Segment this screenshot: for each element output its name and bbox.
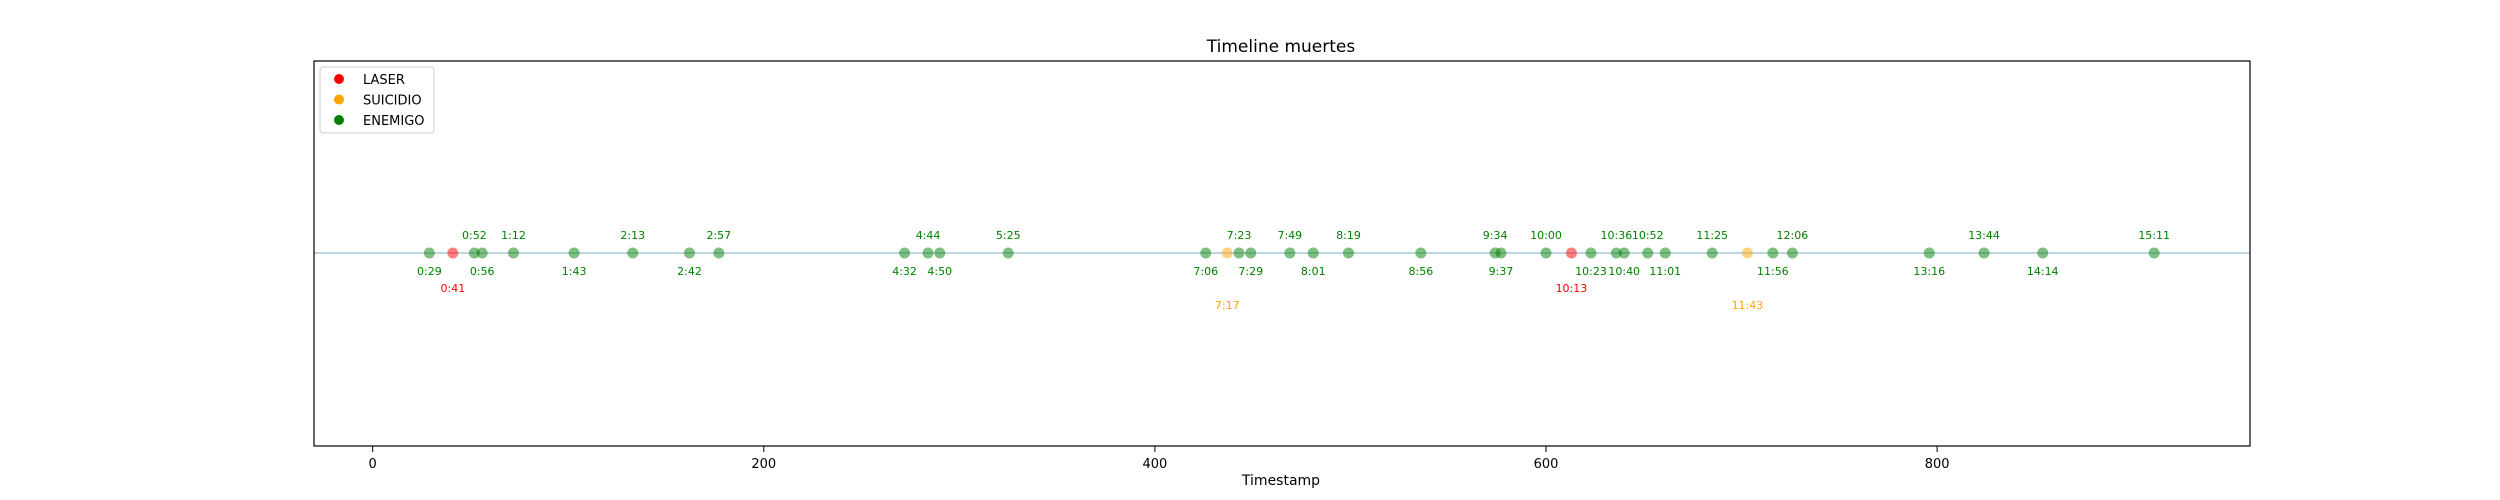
legend-marker [334, 74, 344, 84]
data-point [1540, 247, 1552, 259]
data-label: 11:01 [1649, 265, 1681, 278]
data-point [1618, 247, 1630, 259]
data-point [1585, 247, 1597, 259]
legend-label: LASER [363, 73, 405, 88]
data-point [1706, 247, 1718, 259]
data-point [507, 247, 519, 259]
data-point [1307, 247, 1319, 259]
x-axis-label: Timestamp [1241, 473, 1320, 489]
data-point [1923, 247, 1935, 259]
data-label: 4:44 [916, 229, 941, 242]
data-point [468, 247, 480, 259]
data-label: 9:34 [1483, 229, 1508, 242]
data-label: 10:13 [1556, 282, 1588, 295]
data-label: 4:32 [892, 265, 917, 278]
data-point [2037, 247, 2049, 259]
data-point [476, 247, 488, 259]
data-point [713, 247, 725, 259]
data-label: 2:57 [706, 229, 731, 242]
data-label: 4:50 [927, 265, 952, 278]
data-label: 0:29 [417, 265, 442, 278]
data-point [1767, 247, 1779, 259]
data-point [1342, 247, 1354, 259]
data-point [1978, 247, 1990, 259]
data-label: 1:12 [501, 229, 526, 242]
data-point [922, 247, 934, 259]
data-point [1565, 247, 1577, 259]
x-tick-label: 200 [751, 457, 776, 472]
data-label: 13:16 [1913, 265, 1945, 278]
data-marks [423, 247, 2160, 259]
data-point [1284, 247, 1296, 259]
data-label: 7:06 [1193, 265, 1218, 278]
data-label: 11:25 [1696, 229, 1728, 242]
data-label: 0:41 [440, 282, 465, 295]
data-label: 2:13 [620, 229, 645, 242]
data-label: 8:56 [1408, 265, 1433, 278]
data-label: 0:52 [462, 229, 487, 242]
data-label: 12:06 [1777, 229, 1809, 242]
data-label: 13:44 [1968, 229, 2000, 242]
data-point [1642, 247, 1654, 259]
data-point [568, 247, 580, 259]
data-label: 5:25 [996, 229, 1021, 242]
data-label: 11:56 [1757, 265, 1789, 278]
data-label: 10:52 [1632, 229, 1664, 242]
legend-label: SUICIDIO [363, 94, 422, 109]
data-label: 2:42 [677, 265, 702, 278]
data-point [2148, 247, 2160, 259]
data-point [1495, 247, 1507, 259]
x-axis: 0 200 400 600 800 [369, 446, 1950, 472]
plot-frame [313, 60, 2251, 447]
data-point [447, 247, 459, 259]
data-point [1002, 247, 1014, 259]
x-tick-label: 600 [1534, 457, 1559, 472]
data-labels: 0:29 0:41 0:52 0:56 1:12 1:43 2:13 2:42 2:57 4:32… [417, 229, 2170, 312]
data-label: 11:43 [1732, 299, 1764, 312]
data-label: 8:01 [1301, 265, 1326, 278]
data-label: 7:29 [1238, 265, 1263, 278]
data-point [1233, 247, 1245, 259]
data-point [934, 247, 946, 259]
data-point [1741, 247, 1753, 259]
data-point [899, 247, 911, 259]
data-point [1659, 247, 1671, 259]
data-point [1245, 247, 1257, 259]
x-tick-label: 0 [369, 457, 377, 472]
legend-box [319, 66, 435, 134]
data-point [1786, 247, 1798, 259]
data-label: 1:43 [562, 265, 587, 278]
x-tick-label: 800 [1925, 457, 1950, 472]
data-point [683, 247, 695, 259]
legend-marker [334, 115, 344, 125]
data-point [1415, 247, 1427, 259]
data-label: 7:23 [1227, 229, 1252, 242]
x-tick-label: 400 [1142, 457, 1167, 472]
data-label: 14:14 [2027, 265, 2059, 278]
legend: LASER SUICIDIO ENEMIGO [319, 66, 435, 134]
data-label: 10:00 [1530, 229, 1562, 242]
data-label: 9:37 [1489, 265, 1514, 278]
data-label: 7:17 [1215, 299, 1240, 312]
data-label: 8:19 [1336, 229, 1361, 242]
data-point [1200, 247, 1212, 259]
legend-marker [334, 94, 344, 105]
data-label: 0:56 [470, 265, 495, 278]
data-label: 7:49 [1277, 229, 1302, 242]
data-point [1610, 247, 1622, 259]
legend-label: ENEMIGO [363, 114, 425, 129]
data-label: 10:36 [1601, 229, 1633, 242]
data-point [1221, 247, 1233, 259]
chart-title: Timeline muertes [1206, 37, 1356, 57]
data-point [423, 247, 435, 259]
data-label: 10:40 [1608, 265, 1640, 278]
data-label: 15:11 [2138, 229, 2170, 242]
data-point [627, 247, 639, 259]
data-label: 10:23 [1575, 265, 1607, 278]
